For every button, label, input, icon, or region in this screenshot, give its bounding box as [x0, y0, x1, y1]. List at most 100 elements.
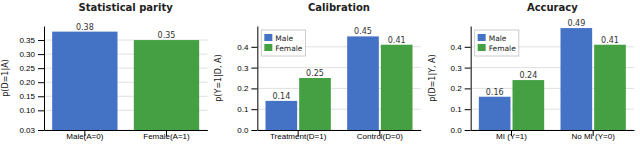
- y-tick: 0.0: [237, 126, 257, 135]
- bar: [266, 101, 298, 130]
- chart-svg: 0.380.350.030.100.150.200.250.300.35Male…: [0, 0, 640, 147]
- legend-swatch: [264, 44, 272, 51]
- y-tick: 0.30: [19, 50, 44, 59]
- panel: 0.380.350.030.100.150.200.250.300.35Male…: [1, 2, 208, 141]
- y-tick-label: 0.03: [19, 126, 35, 135]
- x-tick: No MI (Y=0): [571, 130, 615, 141]
- y-tick-mark: [38, 110, 44, 111]
- data-label: 0.24: [519, 71, 537, 80]
- legend-box: [475, 30, 519, 56]
- y-tick-mark: [465, 47, 471, 48]
- y-axis-title: p(Y=1|D, A): [214, 54, 223, 101]
- x-tick-label: MI (Y=1): [496, 132, 527, 141]
- data-label: 0.14: [272, 92, 290, 101]
- y-tick-label: 0.3: [237, 64, 249, 73]
- x-tick-label: No MI (Y=0): [571, 132, 615, 141]
- y-tick-label: 0.0: [237, 126, 249, 135]
- y-tick: 0.20: [19, 78, 44, 87]
- y-tick: 0.4: [451, 43, 471, 52]
- bar: [347, 36, 379, 130]
- x-axis: Male(A=0) Female(A=1): [45, 130, 208, 141]
- y-tick-label: 0.0: [451, 126, 463, 135]
- y-axis: 0.030.100.150.200.250.300.35: [19, 27, 44, 136]
- panel: 0.160.490.240.410.00.10.20.30.4MI (Y=1)N…: [428, 2, 635, 141]
- y-tick-label: 0.3: [451, 64, 463, 73]
- y-axis-title: p(D=1|A): [1, 59, 10, 96]
- chart-root: 0.380.350.030.100.150.200.250.300.35Male…: [0, 0, 640, 147]
- y-tick: 0.03: [19, 126, 44, 135]
- bar: [299, 78, 331, 130]
- legend-label: Female: [489, 44, 517, 53]
- title: Statistical parity: [79, 2, 174, 13]
- y-axis-line: [44, 27, 45, 131]
- data-label: 0.25: [306, 69, 324, 78]
- bars: [479, 28, 626, 130]
- y-tick-mark: [465, 68, 471, 69]
- legend: MaleFemale: [261, 30, 305, 56]
- y-tick-label: 0.30: [19, 50, 35, 59]
- bar: [513, 80, 545, 130]
- legend-swatch: [478, 44, 486, 51]
- x-tick-label: Female(A=1): [143, 132, 190, 141]
- legend-item: Male: [478, 34, 507, 43]
- y-tick-label: 0.35: [19, 36, 35, 45]
- y-tick: 0.1: [451, 105, 471, 114]
- y-tick-label: 0.10: [19, 106, 35, 115]
- y-tick-mark: [38, 96, 44, 97]
- x-tick-label: Male(A=0): [66, 132, 103, 141]
- y-tick-mark: [251, 130, 257, 131]
- y-tick: 0.2: [451, 84, 471, 93]
- y-tick: 0.3: [237, 64, 257, 73]
- y-tick-label: 0.4: [237, 43, 249, 52]
- legend-item: Female: [478, 44, 517, 53]
- panel: 0.140.450.250.410.00.10.20.30.4Treatment…: [214, 2, 421, 141]
- bar: [594, 45, 626, 130]
- data-label: 0.41: [601, 36, 619, 45]
- y-tick-mark: [465, 130, 471, 131]
- x-axis: MI (Y=1) No MI (Y=0): [471, 130, 634, 141]
- x-tick: Female(A=1): [143, 130, 190, 141]
- legend-swatch: [478, 34, 486, 41]
- bars: [52, 32, 199, 130]
- bar: [134, 40, 199, 130]
- y-tick-label: 0.2: [451, 84, 463, 93]
- data-label: 0.38: [76, 23, 94, 32]
- bar: [561, 28, 593, 130]
- y-tick-mark: [251, 68, 257, 69]
- y-tick-mark: [465, 109, 471, 110]
- bar: [52, 32, 117, 130]
- y-tick: 0.2: [237, 84, 257, 93]
- bar: [381, 45, 413, 130]
- y-tick-mark: [465, 88, 471, 89]
- legend-item: Male: [264, 34, 293, 43]
- title: Calibration: [308, 2, 370, 13]
- y-tick: 0.35: [19, 36, 44, 45]
- legend-box: [261, 30, 305, 56]
- legend-label: Male: [275, 34, 293, 43]
- y-tick-label: 0.2: [237, 84, 249, 93]
- data-label: 0.16: [486, 88, 504, 97]
- y-tick-mark: [38, 82, 44, 83]
- y-tick-label: 0.4: [451, 43, 463, 52]
- data-label: 0.41: [388, 36, 406, 45]
- title: Accuracy: [527, 2, 578, 13]
- data-label: 0.35: [158, 31, 176, 40]
- data-label: 0.45: [354, 27, 372, 36]
- x-axis: Treatment(D=1)Control(D=0): [258, 130, 421, 141]
- bars: [266, 36, 413, 130]
- legend-swatch: [264, 34, 272, 41]
- x-tick: Treatment(D=1): [270, 130, 327, 141]
- y-axis: 0.00.10.20.30.4: [237, 27, 258, 136]
- x-tick: MI (Y=1): [496, 130, 527, 141]
- y-tick-mark: [38, 68, 44, 69]
- y-axis-line: [257, 27, 258, 131]
- x-tick-label: Treatment(D=1): [270, 132, 327, 141]
- y-axis: 0.0 0.1 0.2 0.3 0.4: [451, 27, 472, 136]
- data-labels: 0.14 0.45 0.25 0.41: [272, 27, 405, 100]
- y-tick: 0.25: [19, 64, 44, 73]
- y-tick: 0.0: [451, 126, 471, 135]
- y-tick-label: 0.25: [19, 64, 35, 73]
- legend-label: Male: [489, 34, 507, 43]
- y-tick-mark: [251, 47, 257, 48]
- y-tick-label: 0.20: [19, 78, 35, 87]
